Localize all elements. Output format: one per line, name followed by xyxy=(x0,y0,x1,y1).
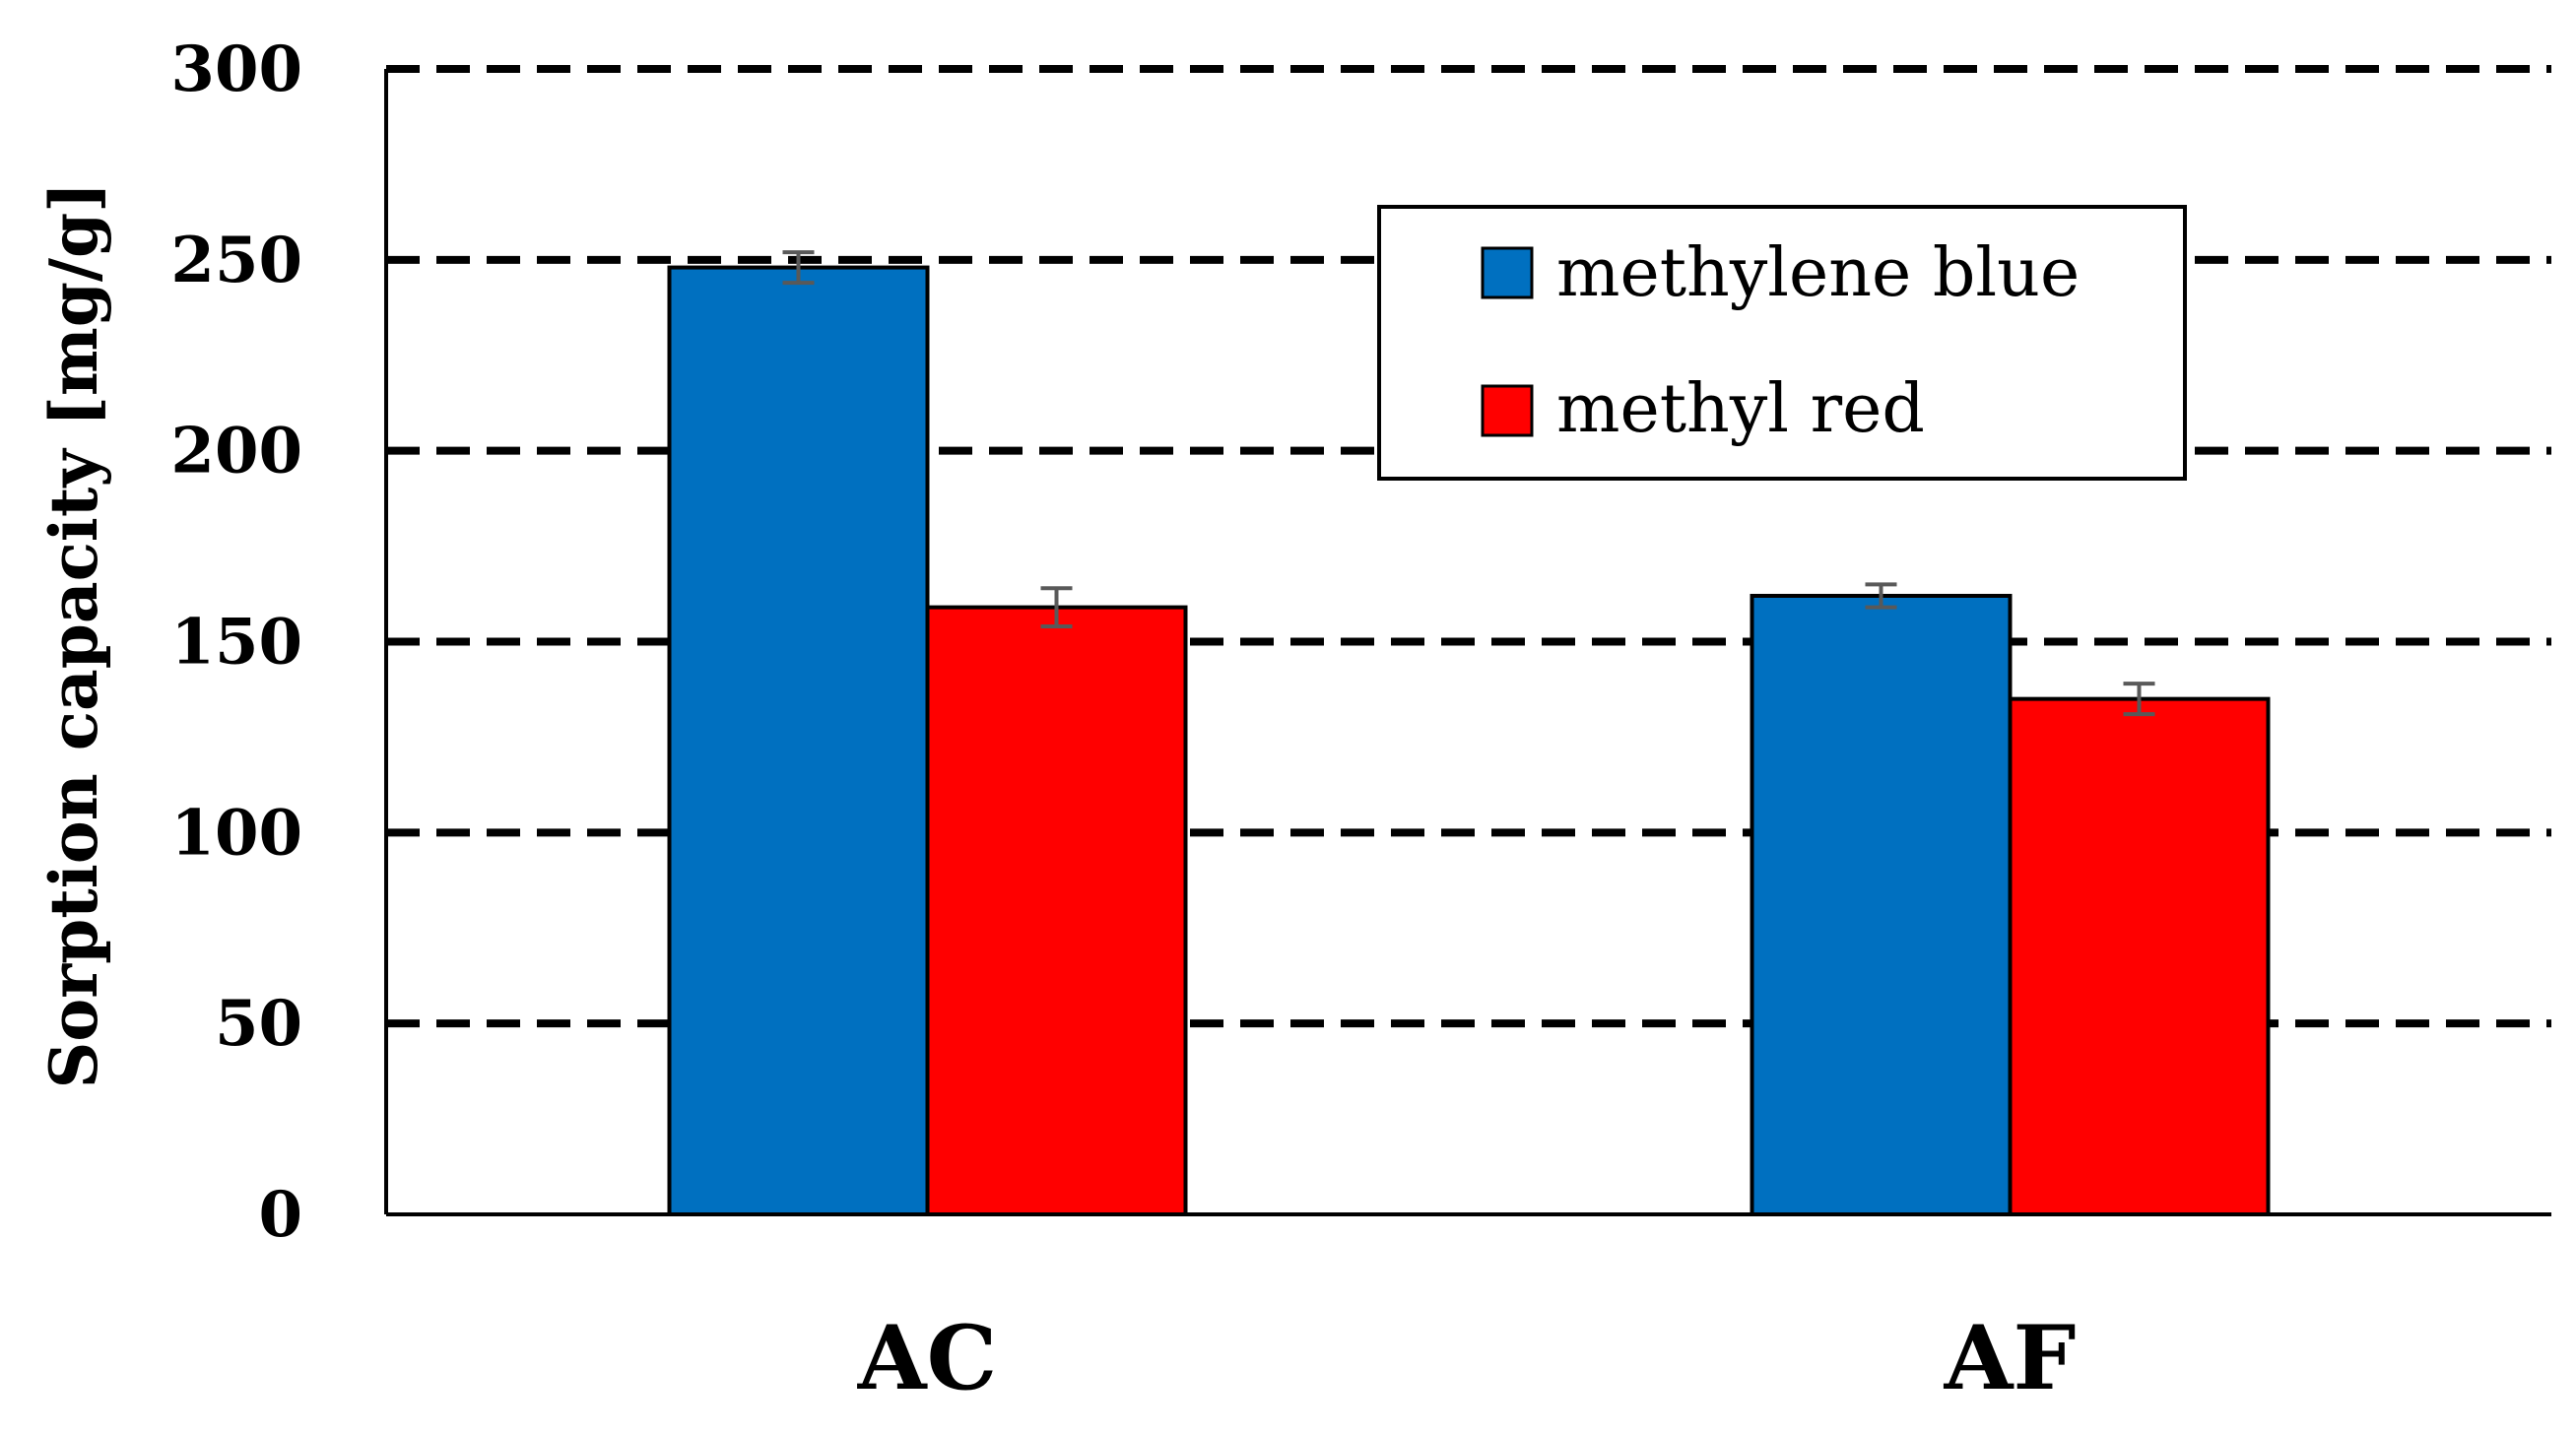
tick-labels: 0 50 100 150 200 250 300 AC AF xyxy=(170,33,2076,1410)
legend-swatch-methylene-blue xyxy=(1481,246,1534,299)
legend-label-methyl-red: methyl red xyxy=(1556,370,1925,448)
y-tick-label-150: 150 xyxy=(170,606,302,680)
y-tick-label-0: 0 xyxy=(258,1178,302,1252)
y-axis-title: Sorption capacity [mg/g] xyxy=(35,182,112,1089)
error-bar-ac-methylene-blue xyxy=(782,250,815,286)
legend: methylene blue methyl red xyxy=(1377,205,2187,481)
error-bar-af-methyl-red xyxy=(2123,682,2155,717)
error-bar-ac-methyl-red xyxy=(1040,586,1073,628)
axes xyxy=(384,69,2551,1216)
x-category-label-ac: AC xyxy=(857,1306,997,1410)
legend-swatch-methyl-red xyxy=(1481,384,1534,437)
bar-af-methylene-blue xyxy=(1750,593,2013,1216)
bar-ac-methyl-red xyxy=(925,605,1188,1216)
x-category-label-af: AF xyxy=(1944,1306,2077,1410)
bar-ac-methylene-blue xyxy=(667,265,930,1216)
error-bars xyxy=(782,250,2155,717)
bar-af-methyl-red xyxy=(2008,696,2271,1216)
y-tick-label-300: 300 xyxy=(170,33,302,106)
y-tick-label-250: 250 xyxy=(170,224,302,297)
y-tick-label-100: 100 xyxy=(170,796,302,870)
error-bar-af-methylene-blue xyxy=(1865,582,1897,610)
legend-label-methylene-blue: methylene blue xyxy=(1556,234,2080,312)
y-tick-label-200: 200 xyxy=(170,415,302,489)
y-tick-label-50: 50 xyxy=(215,987,302,1061)
